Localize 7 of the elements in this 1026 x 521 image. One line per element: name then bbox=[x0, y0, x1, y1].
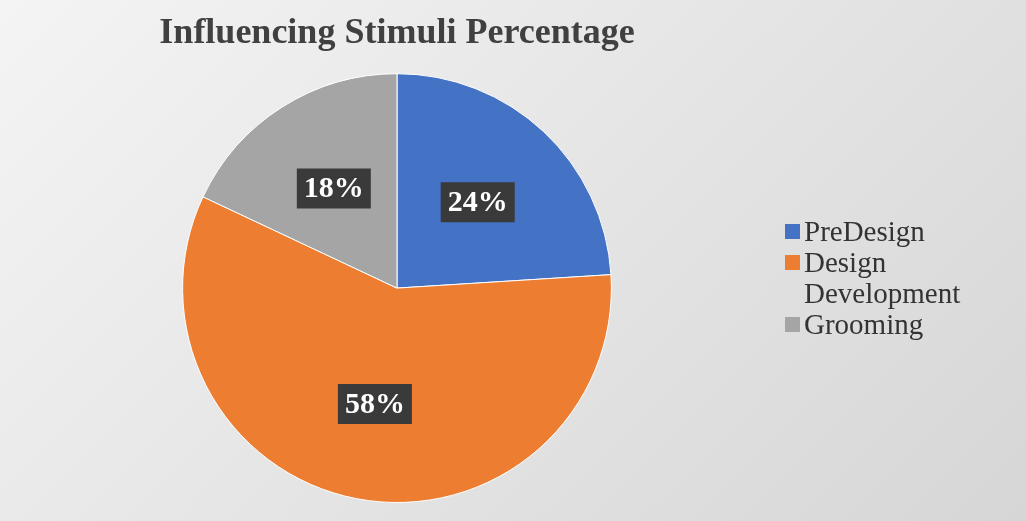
data-label: 18% bbox=[303, 170, 364, 204]
slice-label: Design Development bbox=[804, 246, 962, 309]
chart-title: Influencing Stimuli Percentage bbox=[159, 10, 635, 51]
legend-label: PreDesign bbox=[804, 215, 925, 247]
legend-label: Grooming bbox=[804, 308, 924, 340]
data-label: 58% bbox=[344, 385, 405, 419]
data-label: 24% bbox=[447, 183, 508, 217]
